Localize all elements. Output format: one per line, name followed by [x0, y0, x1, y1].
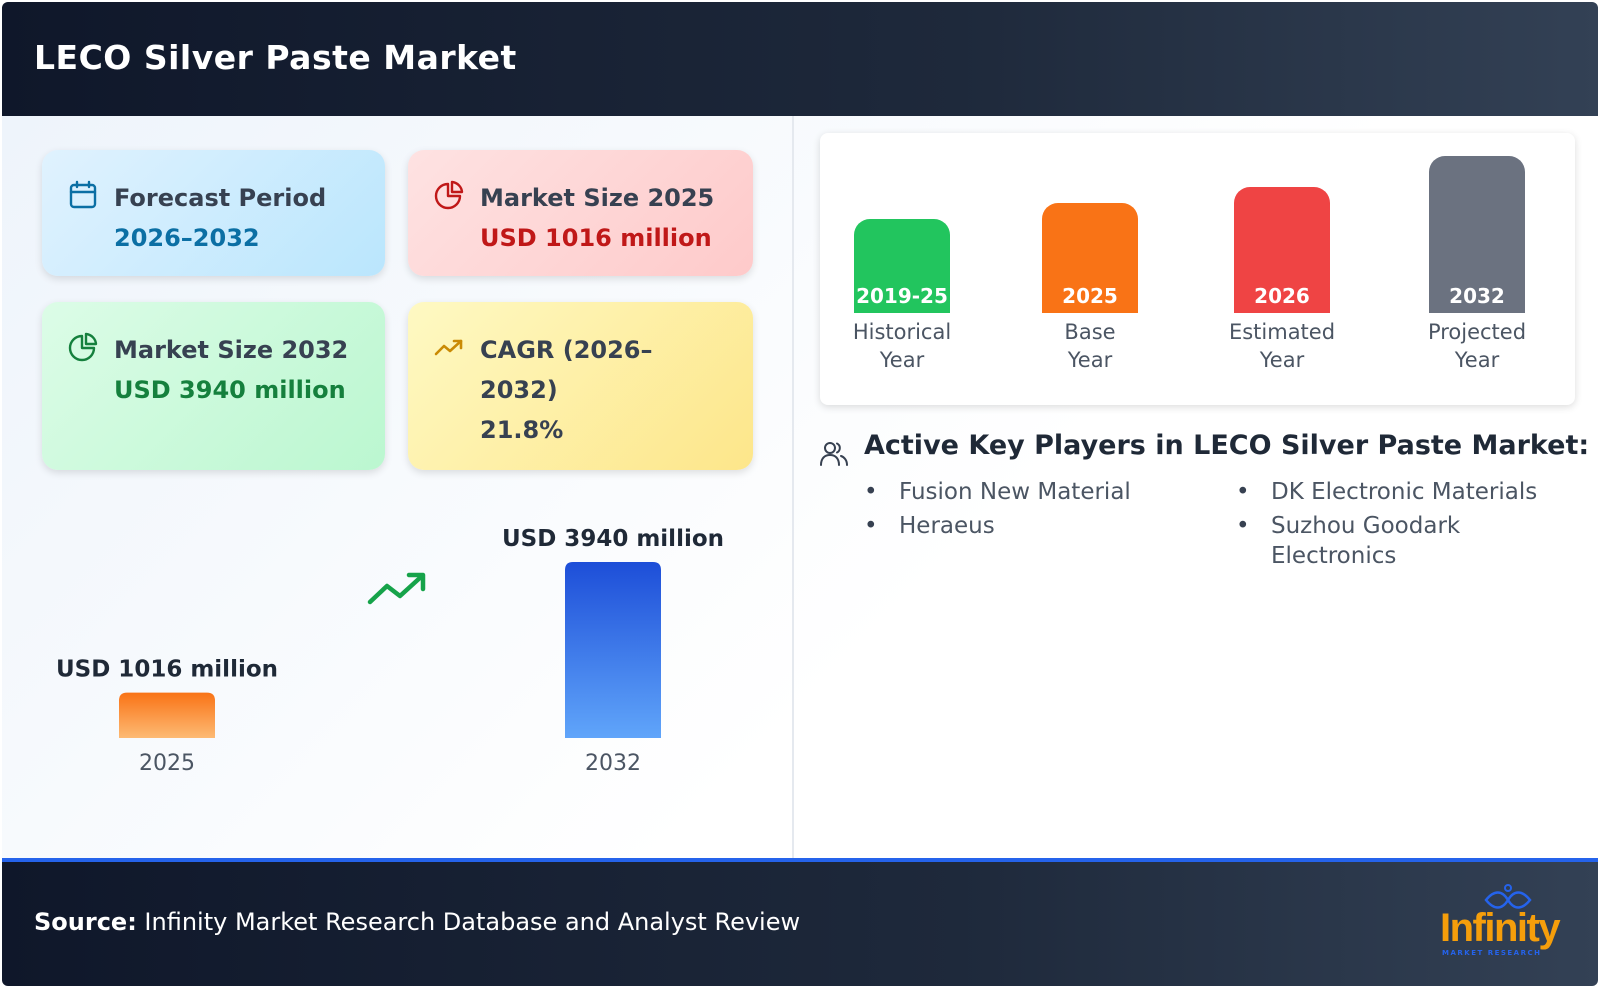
logo-tagline: MARKET RESEARCH	[1442, 949, 1542, 957]
source-note: Source: Infinity Market Research Databas…	[34, 908, 800, 936]
footer-bar: Source: Infinity Market Research Databas…	[2, 858, 1598, 986]
forecast-period-card: Forecast Period 2026–2032	[42, 150, 385, 276]
market-size-2032-card: Market Size 2032 USD 3940 million	[42, 302, 385, 470]
bar-value-label: USD 3940 million	[502, 526, 724, 552]
pie-chart-icon	[68, 332, 98, 362]
brand-logo: Infinity MARKET RESEARCH	[1438, 882, 1578, 962]
cagr-value: 21.8%	[480, 416, 564, 444]
main-panel: Forecast Period 2026–2032 Market Size 20…	[2, 116, 1598, 858]
timeline-year-label: 2025	[1062, 284, 1118, 308]
key-players-list-2: DK Electronic Materials Suzhou Goodark E…	[1236, 477, 1576, 575]
source-label: Source:	[34, 908, 137, 936]
timeline-bar	[854, 219, 950, 313]
key-players-title: Active Key Players in LECO Silver Paste …	[864, 430, 1590, 461]
timeline-year-label: 2032	[1449, 284, 1505, 308]
timeline-bar	[1234, 187, 1330, 313]
logo-wordmark: Infinity	[1440, 906, 1561, 950]
pie-chart-icon	[434, 180, 464, 210]
market-size-2025-value: USD 1016 million	[480, 224, 712, 252]
timeline-year-label: 2019-25	[856, 284, 948, 308]
market-size-2032-label: Market Size 2032	[114, 336, 349, 364]
x-tick-label: 2025	[139, 751, 195, 776]
bar-2032	[565, 562, 661, 738]
calendar-icon	[69, 180, 97, 209]
timeline-card: 2019-25 Historical Year 2025 Base Year 2026 Est…	[820, 133, 1575, 405]
list-item: DK Electronic Materials	[1236, 477, 1576, 507]
market-size-comparison-chart: USD 1016 million 2025 USD 3940 million 2032	[56, 526, 724, 776]
panel-divider	[792, 116, 794, 858]
market-size-2025-card: Market Size 2025 USD 1016 million	[408, 150, 753, 276]
x-tick-label: 2032	[585, 751, 641, 776]
timeline-caption: Projected Year	[1427, 320, 1527, 372]
list-item: Heraeus	[864, 511, 1204, 541]
infinity-logo-icon	[1484, 884, 1532, 909]
users-icon	[820, 442, 848, 466]
header-bar: LECO Silver Paste Market	[2, 2, 1598, 116]
timeline-caption: Estimated Year	[1228, 320, 1336, 372]
timeline-bar	[1429, 156, 1525, 313]
cagr-label: CAGR (2026–2032)	[480, 336, 653, 404]
bar-2025	[119, 692, 215, 738]
timeline-year-label: 2026	[1254, 284, 1310, 308]
key-players-list-1: Fusion New Material Heraeus	[864, 477, 1204, 545]
page-title: LECO Silver Paste Market	[34, 38, 517, 77]
forecast-period-value: 2026–2032	[114, 224, 260, 252]
market-size-2032-value: USD 3940 million	[114, 376, 346, 404]
timeline-caption: Historical Year	[852, 320, 952, 372]
timeline-bar	[1042, 203, 1138, 313]
list-item: Fusion New Material	[864, 477, 1204, 507]
bar-value-label: USD 1016 million	[56, 657, 278, 683]
list-item: Suzhou Goodark Electronics	[1236, 511, 1576, 571]
trending-up-icon	[434, 339, 463, 356]
timeline-caption: Base Year	[1064, 320, 1116, 372]
cagr-card: CAGR (2026–2032) 21.8%	[408, 302, 753, 470]
market-size-2025-label: Market Size 2025	[480, 184, 715, 212]
growth-arrow-icon	[367, 572, 426, 605]
source-text: Infinity Market Research Database and An…	[136, 908, 801, 936]
forecast-period-label: Forecast Period	[114, 184, 327, 212]
